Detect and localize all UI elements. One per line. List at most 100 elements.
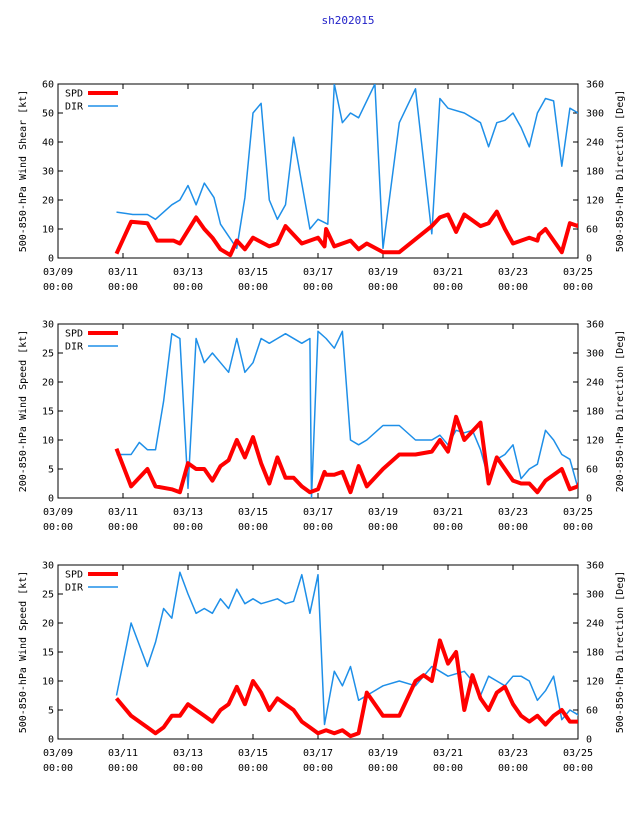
xtick-label-time: 00:00 [498, 282, 528, 293]
ytick-right-label: 300 [586, 349, 604, 360]
ylabel-left: 500-850-hPa Wind Shear [kt] [18, 90, 29, 253]
xtick-label-date: 03/15 [238, 507, 268, 518]
xtick-label-date: 03/13 [173, 748, 203, 759]
xtick-label-time: 00:00 [433, 282, 463, 293]
xtick-label-date: 03/25 [563, 267, 593, 278]
legend-dir-label: DIR [65, 342, 84, 353]
xtick-label-time: 00:00 [303, 282, 333, 293]
xtick-label-date: 03/17 [303, 267, 333, 278]
xtick-label-date: 03/15 [238, 267, 268, 278]
ytick-right-label: 120 [586, 436, 604, 447]
legend-spd-label: SPD [65, 89, 83, 100]
xtick-label-date: 03/11 [108, 748, 138, 759]
ytick-left-label: 10 [42, 677, 54, 688]
xtick-label-date: 03/11 [108, 267, 138, 278]
legend-dir-label: DIR [65, 583, 84, 594]
xtick-label-time: 00:00 [498, 763, 528, 774]
ytick-right-label: 240 [586, 619, 604, 630]
ytick-right-label: 360 [586, 320, 604, 331]
ytick-left-label: 25 [42, 590, 54, 601]
xtick-label-date: 03/09 [43, 507, 73, 518]
ytick-left-label: 30 [42, 320, 54, 331]
ytick-left-label: 10 [42, 225, 54, 236]
ytick-left-label: 5 [48, 465, 54, 476]
dir-series-line [116, 84, 578, 250]
xtick-label-time: 00:00 [108, 282, 138, 293]
xtick-label-date: 03/25 [563, 507, 593, 518]
ytick-left-label: 25 [42, 349, 54, 360]
xtick-label-date: 03/19 [368, 748, 398, 759]
xtick-label-time: 00:00 [238, 763, 268, 774]
chart-panel-3: 05101520253006012018024030036003/0900:00… [18, 561, 626, 775]
ytick-left-label: 30 [42, 561, 54, 572]
ytick-left-label: 40 [42, 138, 54, 149]
ytick-left-label: 15 [42, 648, 54, 659]
ytick-right-label: 0 [586, 494, 592, 505]
ytick-left-label: 30 [42, 167, 54, 178]
xtick-label-date: 03/23 [498, 267, 528, 278]
ytick-right-label: 60 [586, 465, 598, 476]
spd-series-line [114, 209, 578, 258]
xtick-label-time: 00:00 [563, 763, 593, 774]
xtick-label-time: 00:00 [173, 282, 203, 293]
ytick-right-label: 240 [586, 378, 604, 389]
xtick-label-time: 00:00 [43, 522, 73, 533]
xtick-label-time: 00:00 [173, 763, 203, 774]
xtick-label-time: 00:00 [43, 282, 73, 293]
xtick-label-time: 00:00 [563, 282, 593, 293]
xtick-label-time: 00:00 [498, 522, 528, 533]
ytick-left-label: 15 [42, 407, 54, 418]
xtick-label-date: 03/09 [43, 748, 73, 759]
xtick-label-date: 03/13 [173, 267, 203, 278]
ytick-right-label: 360 [586, 561, 604, 572]
ylabel-right: 500-850-hPa Direction [Deg] [615, 90, 626, 253]
xtick-label-time: 00:00 [108, 522, 138, 533]
ytick-left-label: 20 [42, 196, 54, 207]
ylabel-right: 200-850-hPa Direction [Deg] [615, 330, 626, 493]
ytick-right-label: 180 [586, 167, 604, 178]
xtick-label-date: 03/21 [433, 748, 463, 759]
ytick-left-label: 60 [42, 80, 54, 91]
ytick-left-label: 10 [42, 436, 54, 447]
xtick-label-date: 03/19 [368, 267, 398, 278]
ytick-right-label: 180 [586, 648, 604, 659]
ytick-left-label: 20 [42, 378, 54, 389]
xtick-label-time: 00:00 [173, 522, 203, 533]
xtick-label-time: 00:00 [238, 282, 268, 293]
xtick-label-date: 03/17 [303, 507, 333, 518]
ytick-left-label: 0 [48, 494, 54, 505]
xtick-label-date: 03/09 [43, 267, 73, 278]
dir-series-line [116, 330, 578, 498]
spd-series-line [114, 414, 578, 495]
legend-spd-label: SPD [65, 570, 83, 581]
xtick-label-date: 03/17 [303, 748, 333, 759]
xtick-label-date: 03/23 [498, 507, 528, 518]
ytick-right-label: 60 [586, 225, 598, 236]
xtick-label-time: 00:00 [303, 522, 333, 533]
xtick-label-time: 00:00 [43, 763, 73, 774]
ytick-left-label: 0 [48, 735, 54, 746]
ylabel-left: 500-850-hPa Wind Speed [kt] [18, 571, 29, 734]
plot-frame [57, 83, 579, 259]
xtick-label-date: 03/13 [173, 507, 203, 518]
ytick-right-label: 300 [586, 590, 604, 601]
ytick-right-label: 120 [586, 196, 604, 207]
chart-panel-1: 0 10 20 30 40 50 60 0 60 120 180 240 300 360 03/09 00:0… [18, 80, 626, 294]
xtick-label-time: 00:00 [433, 763, 463, 774]
xtick-label-time: 00:00 [368, 282, 398, 293]
ytick-right-label: 240 [586, 138, 604, 149]
ytick-right-label: 360 [586, 80, 604, 91]
ytick-right-label: 180 [586, 407, 604, 418]
ytick-left-label: 0 [48, 254, 54, 265]
ytick-right-label: 300 [586, 109, 604, 120]
ytick-right-label: 0 [586, 735, 592, 746]
xtick-label-date: 03/19 [368, 507, 398, 518]
xtick-label-date: 03/23 [498, 748, 528, 759]
ylabel-right: 500-850-hPa Direction [Deg] [615, 571, 626, 734]
dir-series-line [115, 571, 578, 726]
xtick-label-time: 00:00 [108, 763, 138, 774]
xtick-label-time: 00:00 [563, 522, 593, 533]
ytick-right-label: 0 [586, 254, 592, 265]
ylabel-left: 200-850-hPa Wind Speed [kt] [18, 330, 29, 493]
